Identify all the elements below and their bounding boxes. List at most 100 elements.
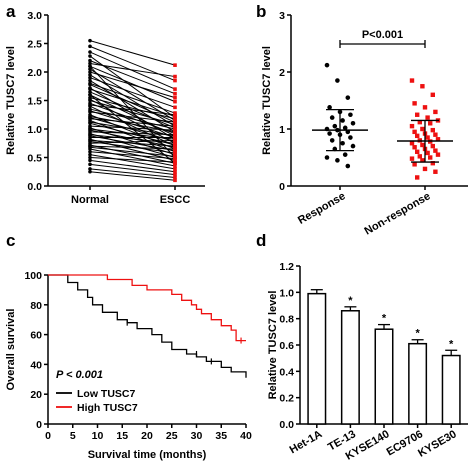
panel-b-nonresponse-point (415, 112, 420, 117)
panel-a-escc-point (173, 167, 177, 171)
panel-a-normal-point (88, 90, 92, 94)
panel-c-x-tick-label: 15 (116, 430, 128, 442)
panel-a-pair-line (89, 51, 176, 90)
panel-b-y-tick-label: 3 (279, 10, 285, 22)
panel-d-bar-chart: 0.0 0.2 0.4 0.6 0.8 1.0 1.2 Relative TUSC7 leve… (267, 261, 468, 463)
panel-b-scatter-dot-plot: 0 1 2 3 Relative TUSC7 level Response Non-resp… (261, 10, 468, 238)
panel-b-response-point (329, 115, 335, 120)
panel-a-normal-point (88, 147, 92, 151)
panel-b-response-point (345, 163, 351, 169)
panel-d-bar (340, 310, 360, 425)
panel-a-escc-point (173, 91, 177, 96)
panel-a-escc-point (173, 124, 177, 128)
panel-a-pair-line (89, 102, 176, 135)
panel-a-normal-point (88, 169, 92, 174)
panel-a-normal-point (88, 70, 92, 74)
panel-b-nonresponse-point (425, 115, 430, 120)
panel-b-response-point (327, 105, 332, 110)
panel-a-escc-point (173, 132, 177, 137)
panel-a-pair-line (89, 97, 176, 120)
panel-letter-c: c (6, 231, 15, 250)
panel-b-response-point (348, 135, 353, 140)
panel-a-pair-line (89, 144, 176, 164)
panel-a-paired-line-chart: 0.0 0.5 1.0 1.5 2.0 2.5 3.0 Normal ESCC Relative … (5, 10, 205, 206)
panel-a-escc-point (173, 144, 177, 148)
panel-a-escc-point (173, 78, 177, 83)
panel-a-pair-line (89, 65, 176, 158)
panel-b-nonresponse-point (425, 150, 430, 156)
panel-a-y-tick-label: 2.0 (27, 67, 42, 79)
panel-a-pair-line (89, 71, 176, 99)
panel-a-escc-point (173, 105, 177, 110)
panel-a-pair-line (89, 145, 176, 150)
panel-b-response-point (324, 155, 330, 160)
panel-b-nonresponse-point (435, 152, 441, 157)
panel-a-escc-point (173, 112, 177, 117)
panel-a-pair-line (89, 163, 176, 176)
panel-a-normal-point (88, 121, 92, 126)
panel-d-category-label: KYSE30 (416, 428, 459, 459)
panel-a-normal-point (88, 58, 92, 63)
panel-b-nonresponse-point (409, 123, 415, 129)
panel-b-response-point (345, 95, 351, 100)
panel-letter-d: d (256, 231, 266, 250)
panel-b-response-point (342, 125, 348, 131)
panel-b-response-point (335, 78, 340, 83)
panel-a-pair-line (89, 157, 176, 163)
panel-a-escc-point (173, 175, 177, 180)
panel-b-nonresponse-point (417, 154, 422, 159)
panel-c-x-tick-label: 0 (45, 430, 51, 442)
panel-b-y-tick-label: 0 (279, 181, 285, 193)
panel-a-pair-line (89, 151, 176, 160)
panel-a-y-tick-label: 0.0 (27, 181, 42, 193)
panel-a-normal-point (88, 64, 92, 69)
panel-a-y-tick-label: 1.0 (27, 124, 42, 136)
panel-a-pair-line (89, 62, 176, 78)
panel-c-x-axis-title: Survival time (months) (88, 449, 207, 461)
panel-b-y-tick-label: 2 (279, 67, 285, 79)
panel-a-pair-line (89, 159, 176, 173)
panel-d-significance-star: * (382, 313, 387, 325)
panel-c-legend-label: High TUSC7 (77, 402, 138, 414)
panel-a-normal-point (88, 162, 92, 167)
panel-a-escc-point (173, 128, 177, 132)
panel-a-pair-line (89, 82, 176, 114)
panel-a-normal-point (88, 38, 92, 43)
panel-a-normal-point (88, 67, 92, 71)
panel-b-response-point (342, 152, 348, 157)
panel-b-nonresponse-point (422, 166, 428, 172)
panel-b-nonresponse-point (415, 133, 420, 139)
panel-a-normal-point (88, 93, 92, 97)
panel-b-response-point (340, 140, 345, 146)
panel-c-x-tick-label: 10 (92, 430, 104, 442)
panel-a-normal-point (88, 54, 92, 58)
panel-c-y-tick-label: 100 (24, 270, 42, 282)
panel-a-pair-line (89, 139, 176, 144)
panel-b-nonresponse-point (409, 78, 415, 83)
panel-d-y-tick-label: 1.2 (279, 261, 294, 273)
panel-a-normal-point (88, 50, 92, 54)
panel-a-normal-point (88, 167, 92, 171)
panel-a-normal-point (88, 61, 92, 66)
panel-b-y-axis-title: Relative TUSC7 level (261, 46, 273, 155)
panel-c-high-tusc7-curve (48, 274, 246, 342)
panel-d-y-tick-label: 0.0 (279, 419, 294, 431)
panel-a-escc-point (173, 116, 177, 121)
panel-a-pair-line (89, 77, 176, 108)
panel-a-y-axis-title: Relative TUSC7 level (5, 46, 17, 155)
panel-b-nonresponse-point (435, 137, 441, 142)
panel-a-normal-point (88, 78, 92, 83)
panel-a-pair-line (89, 131, 176, 136)
panel-a-pair-line (89, 146, 176, 157)
panel-b-y-tick-label: 1 (279, 124, 285, 136)
panel-d-y-tick-label: 0.8 (279, 314, 294, 326)
panel-c-y-tick-label: 80 (30, 300, 42, 312)
panel-c-x-tick-label: 35 (215, 430, 227, 442)
panel-a-escc-point (173, 161, 177, 165)
panel-c-x-tick-label: 40 (240, 430, 252, 442)
panel-a-pair-line (89, 171, 176, 181)
panel-a-escc-point (173, 95, 177, 100)
panel-a-normal-point (88, 44, 92, 49)
panel-a-pair-line (89, 65, 176, 103)
